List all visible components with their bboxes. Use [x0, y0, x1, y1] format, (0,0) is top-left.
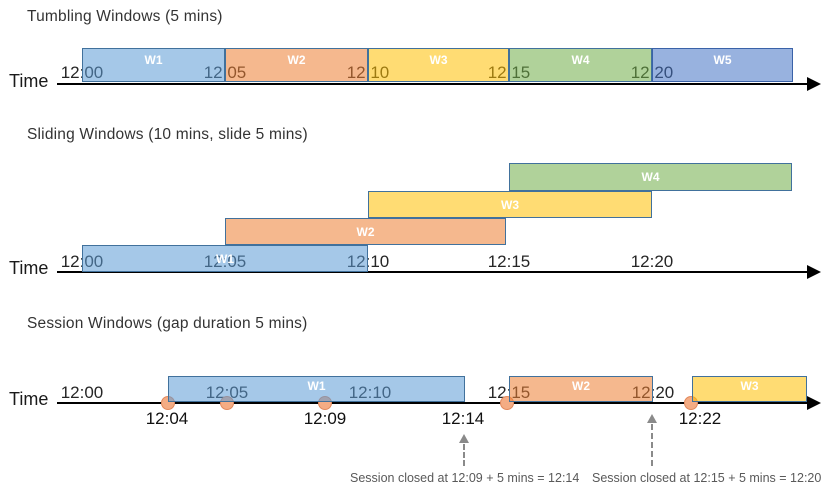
- time-axis-label: Time: [9, 71, 49, 91]
- section-title-session: Session Windows (gap duration 5 mins): [27, 315, 308, 332]
- event-time-label: 12:22: [678, 409, 722, 428]
- event-time-label: 12:04: [145, 409, 189, 428]
- window-label: W4: [641, 170, 660, 184]
- window-label: W2: [572, 378, 590, 393]
- window-bar-w1: W1: [82, 48, 225, 82]
- axis-arrowhead-icon: [807, 396, 821, 410]
- window-bar-w4: W4: [509, 48, 652, 82]
- section-title-tumbling: Tumbling Windows (5 mins): [27, 8, 223, 25]
- time-tick-label: 12:15: [487, 252, 531, 271]
- time-axis: [57, 402, 807, 404]
- event-time-label: 12:14: [441, 409, 485, 428]
- tumbling-windows-section: Tumbling Windows (5 mins) Time 12:00 12:…: [0, 0, 829, 115]
- window-bar-w3: W3: [368, 48, 509, 82]
- time-axis-label: Time: [9, 258, 49, 278]
- session-close-annotation: Session closed at 12:15 + 5 mins = 12:20: [592, 471, 822, 485]
- window-bar-w3: W3: [368, 191, 652, 218]
- time-axis: [57, 271, 807, 273]
- window-label: W1: [307, 378, 326, 393]
- window-bar-w3: W3: [692, 376, 807, 402]
- session-close-annotation: Session closed at 12:09 + 5 mins = 12:14: [350, 471, 580, 485]
- session-close-arrow-icon: [647, 414, 657, 423]
- window-label: W1: [216, 251, 234, 266]
- window-bar-w5: W5: [652, 48, 793, 82]
- window-bar-w2: W2: [509, 376, 653, 402]
- time-axis: [57, 83, 807, 85]
- window-label: W4: [571, 53, 590, 67]
- window-bar-w1: W1: [168, 376, 465, 402]
- section-title-sliding: Sliding Windows (10 mins, slide 5 mins): [27, 126, 308, 143]
- axis-arrowhead-icon: [807, 77, 821, 91]
- window-label: W5: [713, 53, 732, 67]
- session-close-arrow-line: [463, 444, 465, 466]
- window-label: W2: [356, 224, 375, 239]
- sliding-windows-section: Sliding Windows (10 mins, slide 5 mins) …: [0, 115, 829, 290]
- window-bar-w4: W4: [509, 163, 792, 191]
- window-bar-w1: W1: [82, 245, 368, 272]
- session-close-arrow-icon: [459, 434, 469, 443]
- axis-arrowhead-icon: [807, 265, 821, 279]
- time-axis-label: Time: [9, 389, 49, 409]
- time-tick-label: 12:00: [60, 383, 104, 402]
- window-label: W3: [429, 53, 448, 67]
- window-label: W2: [287, 53, 306, 67]
- window-bar-w2: W2: [225, 48, 368, 82]
- window-label: W3: [501, 197, 519, 212]
- session-windows-section: Session Windows (gap duration 5 mins) Ti…: [0, 290, 829, 498]
- time-tick-label: 12:20: [630, 252, 674, 271]
- window-label: W3: [740, 378, 759, 393]
- window-bar-w2: W2: [225, 218, 506, 245]
- window-label: W1: [144, 53, 163, 67]
- session-close-arrow-line: [651, 424, 653, 466]
- event-time-label: 12:09: [303, 409, 347, 428]
